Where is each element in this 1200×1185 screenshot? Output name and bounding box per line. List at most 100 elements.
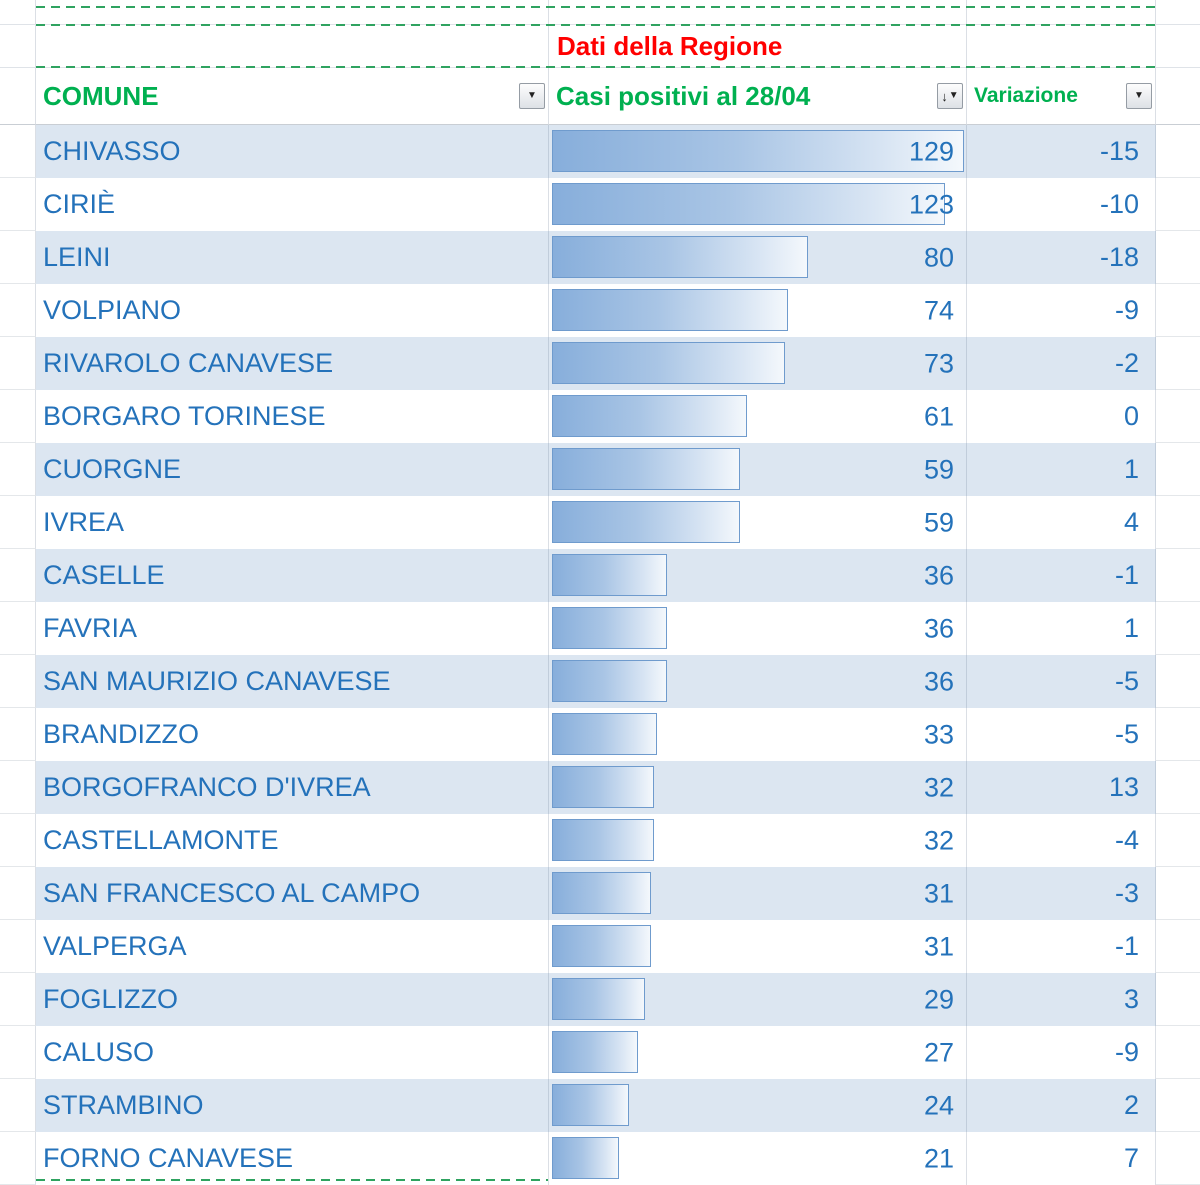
casi-cell[interactable]: 59: [549, 443, 967, 496]
empty-cell[interactable]: [36, 25, 549, 68]
variazione-value: -2: [1114, 348, 1139, 378]
margin-cell-left: [0, 0, 36, 25]
casi-value: 32: [923, 825, 954, 855]
casi-cell[interactable]: 36: [549, 602, 967, 655]
variazione-cell[interactable]: 1: [967, 602, 1156, 655]
comune-cell[interactable]: CHIVASSO: [36, 125, 549, 178]
comune-cell[interactable]: CASELLE: [36, 549, 549, 602]
comune-cell[interactable]: STRAMBINO: [36, 1079, 549, 1132]
header-cell-variazione[interactable]: Variazione ▼: [967, 68, 1156, 125]
casi-cell[interactable]: 80: [549, 231, 967, 284]
margin-cell-left: [0, 1132, 36, 1185]
casi-value: 31: [923, 931, 954, 961]
variazione-cell[interactable]: 13: [967, 761, 1156, 814]
margin-cell-left: [0, 68, 36, 125]
casi-cell[interactable]: 31: [549, 920, 967, 973]
casi-cell[interactable]: 129: [549, 125, 967, 178]
comune-cell[interactable]: IVREA: [36, 496, 549, 549]
comune-cell[interactable]: BORGARO TORINESE: [36, 390, 549, 443]
casi-cell[interactable]: 36: [549, 655, 967, 708]
variazione-cell[interactable]: -3: [967, 867, 1156, 920]
variazione-cell[interactable]: -5: [967, 655, 1156, 708]
margin-cell-right: [1156, 549, 1200, 602]
casi-cell[interactable]: 21: [549, 1132, 967, 1185]
casi-filter-button[interactable]: ↓ ▼: [937, 83, 963, 109]
table-row: BRANDIZZO 33 -5: [0, 708, 1200, 761]
comune-cell[interactable]: FORNO CANAVESE: [36, 1132, 549, 1185]
comune-filter-button[interactable]: ▼: [519, 83, 545, 109]
casi-cell[interactable]: 32: [549, 761, 967, 814]
comune-cell[interactable]: FOGLIZZO: [36, 973, 549, 1026]
casi-cell[interactable]: 27: [549, 1026, 967, 1079]
casi-cell[interactable]: 61: [549, 390, 967, 443]
variazione-cell[interactable]: -18: [967, 231, 1156, 284]
variazione-cell[interactable]: -9: [967, 284, 1156, 337]
sort-descending-icon: ↓: [941, 88, 948, 104]
casi-value: 24: [923, 1090, 954, 1120]
casi-cell[interactable]: 123: [549, 178, 967, 231]
variazione-cell[interactable]: 2: [967, 1079, 1156, 1132]
variazione-cell[interactable]: -1: [967, 920, 1156, 973]
margin-cell-right: [1156, 25, 1200, 68]
casi-cell[interactable]: 29: [549, 973, 967, 1026]
comune-cell[interactable]: CUORGNE: [36, 443, 549, 496]
variazione-cell[interactable]: 3: [967, 973, 1156, 1026]
variazione-cell[interactable]: -9: [967, 1026, 1156, 1079]
variazione-cell[interactable]: -4: [967, 814, 1156, 867]
header-cell-comune[interactable]: COMUNE ▼: [36, 68, 549, 125]
casi-cell[interactable]: 73: [549, 337, 967, 390]
comune-cell[interactable]: BORGOFRANCO D'IVREA: [36, 761, 549, 814]
comune-cell[interactable]: CASTELLAMONTE: [36, 814, 549, 867]
empty-cell[interactable]: [967, 0, 1156, 25]
header-cell-casi[interactable]: Casi positivi al 28/04 ↓ ▼: [549, 68, 967, 125]
casi-cell[interactable]: 32: [549, 814, 967, 867]
databar: [552, 395, 747, 437]
comune-cell[interactable]: LEINI: [36, 231, 549, 284]
casi-cell[interactable]: 33: [549, 708, 967, 761]
comune-cell[interactable]: SAN FRANCESCO AL CAMPO: [36, 867, 549, 920]
comune-cell[interactable]: VOLPIANO: [36, 284, 549, 337]
variazione-cell[interactable]: 0: [967, 390, 1156, 443]
margin-cell-right: [1156, 1079, 1200, 1132]
variazione-value: -5: [1114, 666, 1139, 696]
variazione-cell[interactable]: -2: [967, 337, 1156, 390]
title-cell[interactable]: Dati della Regione: [549, 25, 967, 68]
comune-label: FORNO CANAVESE: [43, 1143, 294, 1173]
variazione-cell[interactable]: -5: [967, 708, 1156, 761]
comune-cell[interactable]: CALUSO: [36, 1026, 549, 1079]
comune-cell[interactable]: SAN MAURIZIO CANAVESE: [36, 655, 549, 708]
comune-cell[interactable]: FAVRIA: [36, 602, 549, 655]
casi-cell[interactable]: 24: [549, 1079, 967, 1132]
comune-cell[interactable]: CIRIÈ: [36, 178, 549, 231]
comune-label: FAVRIA: [43, 613, 138, 643]
variazione-value: -4: [1114, 825, 1139, 855]
variazione-cell[interactable]: 7: [967, 1132, 1156, 1185]
margin-cell-right: [1156, 1132, 1200, 1185]
casi-value: 61: [923, 401, 954, 431]
databar: [552, 289, 788, 331]
variazione-cell[interactable]: 4: [967, 496, 1156, 549]
table-row: VOLPIANO 74 -9: [0, 284, 1200, 337]
empty-cell[interactable]: [967, 25, 1156, 68]
casi-cell[interactable]: 59: [549, 496, 967, 549]
comune-label: FOGLIZZO: [43, 984, 178, 1014]
margin-cell-left: [0, 920, 36, 973]
variazione-cell[interactable]: -1: [967, 549, 1156, 602]
databar: [552, 448, 740, 490]
variazione-cell[interactable]: -10: [967, 178, 1156, 231]
variazione-cell[interactable]: 1: [967, 443, 1156, 496]
empty-cell[interactable]: [36, 0, 549, 25]
comune-cell[interactable]: VALPERGA: [36, 920, 549, 973]
casi-cell[interactable]: 31: [549, 867, 967, 920]
casi-cell[interactable]: 74: [549, 284, 967, 337]
empty-cell[interactable]: [549, 0, 967, 25]
margin-cell-left: [0, 602, 36, 655]
comune-cell[interactable]: RIVAROLO CANAVESE: [36, 337, 549, 390]
comune-cell[interactable]: BRANDIZZO: [36, 708, 549, 761]
variazione-filter-button[interactable]: ▼: [1126, 83, 1152, 109]
casi-cell[interactable]: 36: [549, 549, 967, 602]
variazione-cell[interactable]: -15: [967, 125, 1156, 178]
margin-cell-left: [0, 549, 36, 602]
variazione-value: 3: [1123, 984, 1139, 1014]
variazione-value: 4: [1123, 507, 1139, 537]
